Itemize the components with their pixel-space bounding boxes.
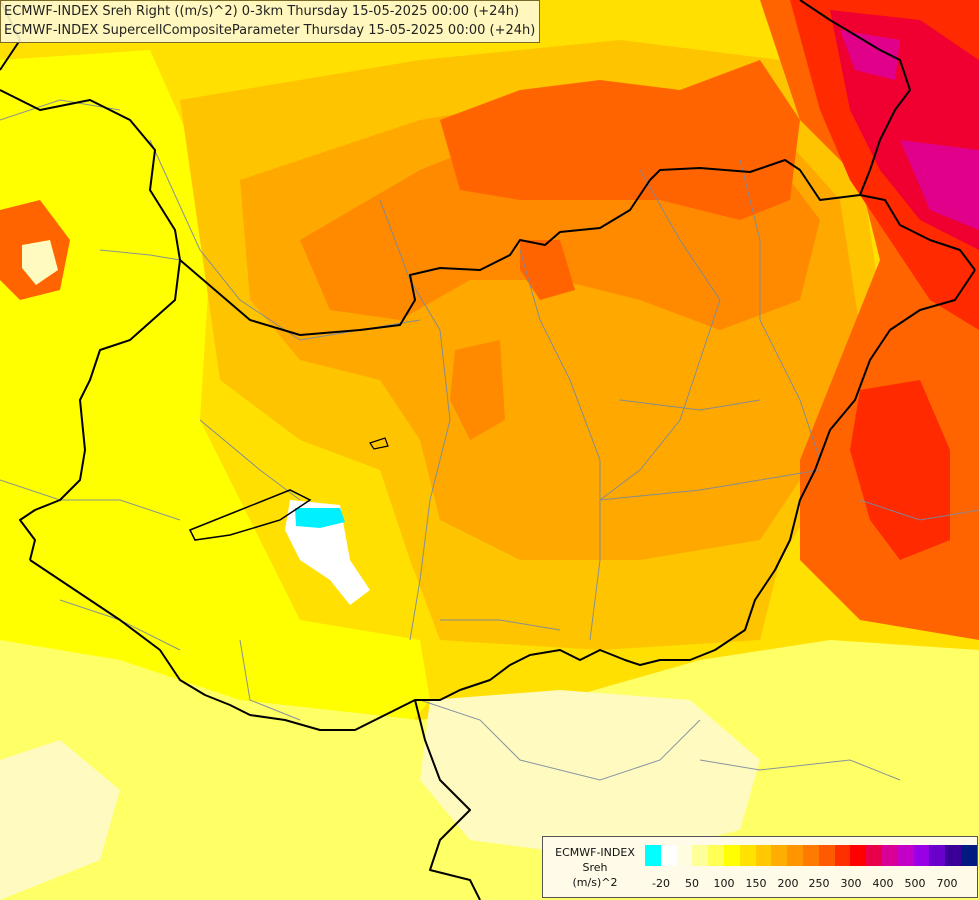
legend-swatch [913, 845, 930, 866]
legend-swatch [771, 845, 788, 866]
field-red-southeast [850, 380, 950, 560]
legend-tick-label: 500 [904, 877, 926, 890]
legend-swatch [960, 845, 977, 866]
legend-swatch [945, 845, 961, 866]
field-pale-southeast [420, 690, 760, 860]
legend-swatch [866, 845, 882, 866]
legend-swatch [660, 845, 677, 866]
legend-swatch [834, 845, 851, 866]
border-east [29, 269, 976, 731]
field-dorange-center [450, 340, 505, 440]
legend-tick-label: 100 [713, 877, 735, 890]
legend-swatch [676, 845, 693, 866]
legend-swatch [929, 845, 946, 866]
legend-swatch [802, 845, 819, 866]
field-redorange-core [520, 240, 575, 300]
legend-swatch [755, 845, 772, 866]
title-line-sreh: ECMWF-INDEX Sreh Right ((m/s)^2) 0-3km T… [4, 4, 520, 19]
legend-swatch [897, 845, 914, 866]
legend-swatches [645, 845, 977, 866]
legend-title: ECMWF-INDEX Sreh (m/s)^2 [547, 845, 643, 890]
legend-tick-label: 300 [840, 877, 862, 890]
border-west [19, 259, 181, 561]
legend-swatch [739, 845, 756, 866]
legend-swatch [645, 845, 661, 866]
legend-tick-label: 200 [777, 877, 799, 890]
field-pale-west-spot [22, 240, 58, 285]
legend-swatch [881, 845, 898, 866]
legend-tick-label: 150 [745, 877, 767, 890]
regional-boundaries [0, 99, 979, 781]
legend-swatch [692, 845, 709, 866]
field-cyan-spot [295, 508, 345, 528]
legend-swatch [708, 845, 724, 866]
legend-tick-label: 250 [808, 877, 830, 890]
border-northeast [799, 0, 911, 196]
legend-swatch [723, 845, 740, 866]
legend-swatch [818, 845, 835, 866]
border-north [0, 89, 976, 336]
field-pale-southwest [0, 740, 120, 900]
legend-title-variable: Sreh [582, 861, 608, 874]
field-magenta-north [840, 30, 900, 80]
legend-swatch [787, 845, 803, 866]
field-redorange-north [440, 60, 800, 220]
field-magenta-east [900, 140, 979, 230]
title-line-scp: ECMWF-INDEX SupercellCompositeParameter … [4, 23, 536, 38]
color-legend: ECMWF-INDEX Sreh (m/s)^2 -20 50 100 150 200 2… [542, 836, 978, 898]
legend-swatch [850, 845, 867, 866]
legend-ticks: -20 50 100 150 200 250 300 400 500 700 [645, 877, 975, 891]
lake-small [369, 437, 389, 450]
legend-title-unit: (m/s)^2 [572, 876, 618, 889]
border-south [414, 699, 481, 900]
legend-tick-label: 50 [685, 877, 699, 890]
lake-balaton [188, 489, 312, 541]
legend-tick-label: -20 [652, 877, 670, 890]
map-title-box: ECMWF-INDEX Sreh Right ((m/s)^2) 0-3km T… [0, 0, 541, 43]
legend-tick-label: 400 [872, 877, 894, 890]
legend-title-model: ECMWF-INDEX [555, 846, 635, 859]
legend-tick-label: 700 [936, 877, 958, 890]
